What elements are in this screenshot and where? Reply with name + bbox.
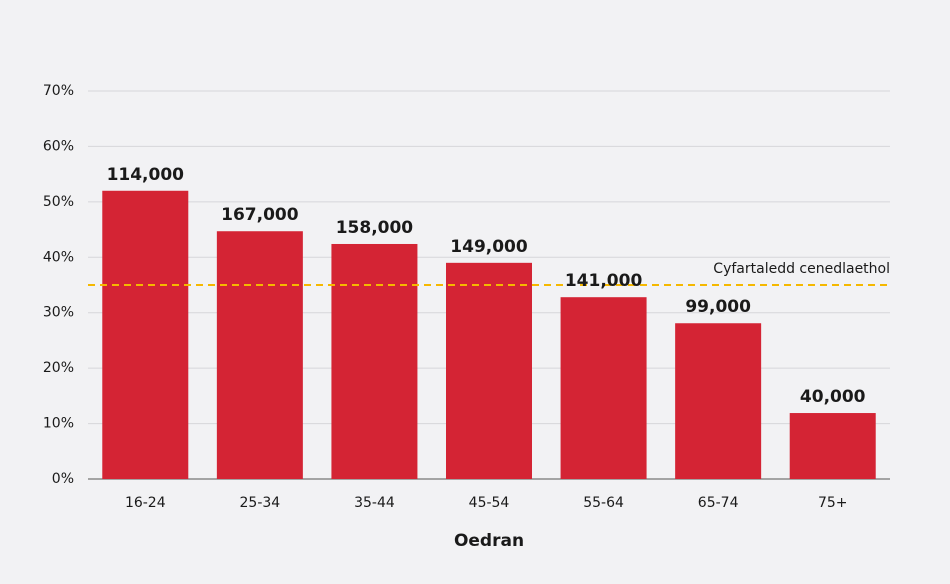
x-tick-label: 45-54 bbox=[469, 495, 510, 511]
bar bbox=[216, 231, 303, 479]
y-tick-label: 60% bbox=[43, 138, 74, 154]
x-tick-label: 75+ bbox=[818, 495, 848, 511]
y-tick-label: 70% bbox=[43, 83, 74, 99]
x-tick-label: 35-44 bbox=[354, 495, 395, 511]
bar bbox=[331, 243, 418, 479]
value-label: 158,000 bbox=[336, 218, 414, 238]
bar bbox=[102, 190, 189, 479]
reference-label: Cyfartaledd cenedlaethol bbox=[713, 261, 890, 277]
x-tick-label: 25-34 bbox=[240, 495, 281, 511]
bar bbox=[446, 262, 532, 479]
y-tick-label: 0% bbox=[52, 471, 74, 487]
value-label: 141,000 bbox=[565, 271, 643, 291]
value-label: 167,000 bbox=[221, 205, 299, 225]
y-tick-label: 40% bbox=[43, 249, 74, 265]
bar bbox=[789, 413, 876, 479]
y-tick-label: 20% bbox=[43, 360, 74, 376]
value-label: 40,000 bbox=[800, 387, 866, 407]
value-label: 114,000 bbox=[107, 165, 185, 185]
value-label: 149,000 bbox=[450, 237, 528, 257]
x-axis-title: Oedran bbox=[454, 531, 524, 551]
bar bbox=[675, 323, 762, 479]
y-tick-label: 50% bbox=[43, 194, 74, 210]
x-tick-label: 65-74 bbox=[698, 495, 739, 511]
y-tick-label: 30% bbox=[43, 305, 74, 321]
bar bbox=[560, 297, 647, 479]
y-tick-label: 10% bbox=[43, 416, 74, 432]
x-tick-label: 55-64 bbox=[583, 495, 624, 511]
x-tick-label: 16-24 bbox=[125, 495, 166, 511]
value-label: 99,000 bbox=[685, 297, 751, 317]
